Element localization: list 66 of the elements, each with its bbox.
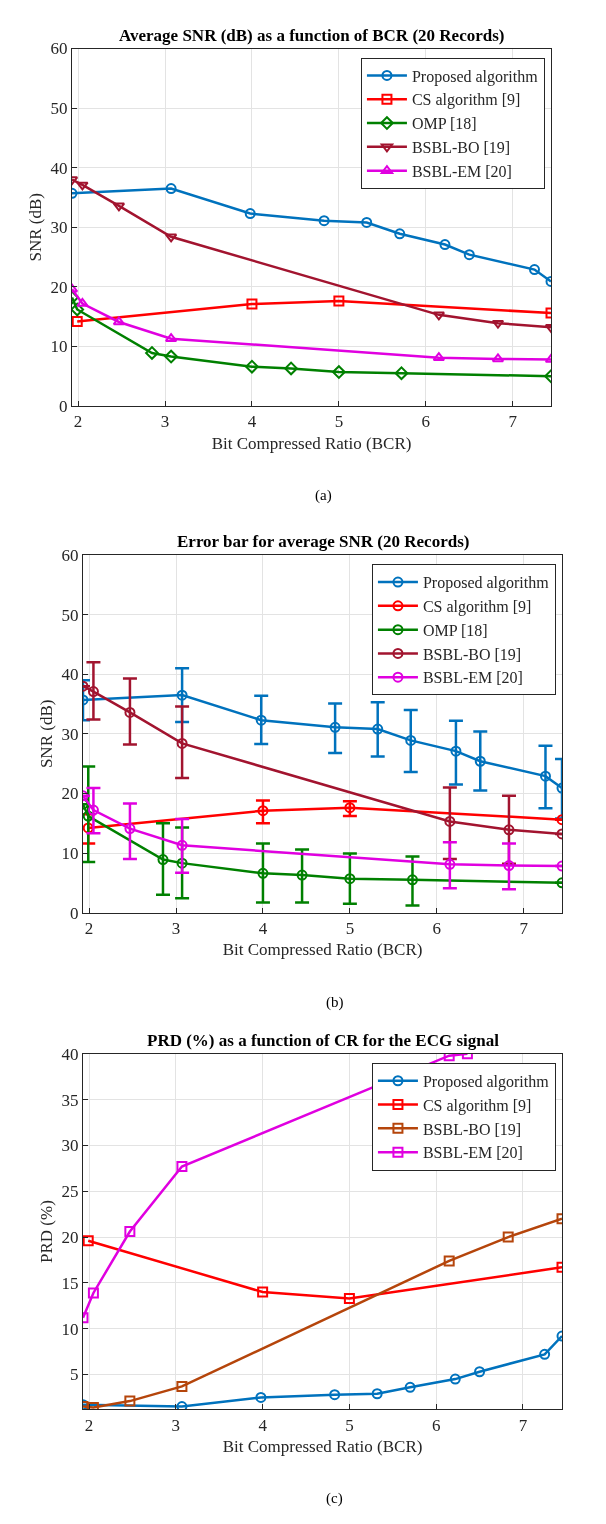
x-tick-label: 3 — [171, 1415, 181, 1435]
chart-title: Error bar for average SNR (20 Records) — [177, 532, 470, 551]
legend-label: Proposed algorithm — [411, 67, 539, 86]
y-tick-label: 60 — [50, 39, 68, 59]
legend-label: BSBL-BO [19] — [422, 1120, 522, 1138]
legend-label: CS algorithm [9] — [422, 598, 532, 617]
y-tick-label: 0 — [70, 903, 79, 923]
y-tick-label: 30 — [61, 724, 79, 744]
x-tick-label: 4 — [247, 412, 257, 432]
y-tick-label: 40 — [61, 1044, 79, 1064]
legend-label: Proposed algorithm — [422, 574, 550, 593]
x-tick-label: 5 — [345, 918, 355, 938]
x-tick-label: 3 — [171, 918, 181, 938]
x-axis-title: Bit Compressed Ratio (BCR) — [211, 433, 412, 453]
x-axis-title: Bit Compressed Ratio (BCR) — [222, 940, 423, 960]
y-tick-label: 5 — [70, 1365, 79, 1385]
x-axis-title: Bit Compressed Ratio (BCR) — [222, 1437, 423, 1457]
x-tick-label: 6 — [432, 918, 442, 938]
y-tick-label: 10 — [61, 1319, 79, 1339]
x-tick-label: 3 — [160, 412, 170, 432]
chart-title: PRD (%) as a function of CR for the ECG signal — [147, 1031, 500, 1050]
y-tick-label: 60 — [61, 546, 79, 566]
y-tick-label: 50 — [61, 605, 79, 625]
x-tick-label: 2 — [84, 918, 94, 938]
legend-label: Proposed algorithm — [422, 1072, 550, 1091]
text: (a) — [315, 487, 332, 504]
x-tick-label: 7 — [508, 412, 518, 432]
legend-label: OMP [18] — [422, 621, 488, 639]
x-tick-label: 7 — [518, 1415, 528, 1435]
y-tick-label: 10 — [50, 337, 68, 357]
x-tick-label: 2 — [84, 1415, 94, 1435]
y-axis-title: SNR (dB) — [26, 193, 46, 262]
legend-label: CS algorithm [9] — [411, 91, 521, 110]
y-tick-label: 10 — [61, 843, 79, 863]
legend-label: OMP [18] — [411, 115, 477, 133]
x-tick-label: 5 — [345, 1415, 354, 1435]
y-tick-label: 0 — [59, 396, 68, 416]
legend-label: BSBL-EM [20] — [411, 162, 512, 180]
y-tick-label: 20 — [61, 1228, 79, 1248]
y-tick-label: 30 — [50, 218, 68, 238]
legend-label: BSBL-EM [20] — [422, 1144, 523, 1162]
legend-label: CS algorithm [9] — [422, 1096, 532, 1115]
y-tick-label: 20 — [61, 784, 79, 804]
x-tick-label: 4 — [258, 918, 268, 938]
y-tick-label: 50 — [50, 99, 68, 119]
y-tick-label: 25 — [61, 1182, 79, 1202]
y-axis-title: SNR (dB) — [37, 699, 57, 769]
y-tick-label: 35 — [61, 1090, 79, 1110]
x-tick-label: 6 — [421, 412, 431, 432]
text: (c) — [326, 1490, 343, 1507]
y-tick-label: 40 — [61, 665, 79, 685]
y-tick-label: 15 — [61, 1273, 79, 1293]
y-axis-title: PRD (%) — [37, 1200, 57, 1263]
x-tick-label: 7 — [519, 918, 529, 938]
x-tick-label: 5 — [334, 412, 344, 432]
y-tick-label: 30 — [61, 1136, 79, 1156]
x-tick-label: 6 — [431, 1415, 441, 1435]
legend-label: BSBL-EM [20] — [422, 669, 523, 687]
chart-title: Average SNR (dB) as a function of BCR (20 Records) — [119, 26, 505, 45]
text: (b) — [326, 994, 344, 1011]
x-tick-label: 2 — [73, 412, 83, 432]
legend-label: BSBL-BO [19] — [422, 645, 522, 663]
y-tick-label: 20 — [50, 277, 68, 297]
x-tick-label: 4 — [258, 1415, 268, 1435]
y-tick-label: 40 — [50, 158, 68, 178]
legend-label: BSBL-BO [19] — [411, 139, 511, 157]
